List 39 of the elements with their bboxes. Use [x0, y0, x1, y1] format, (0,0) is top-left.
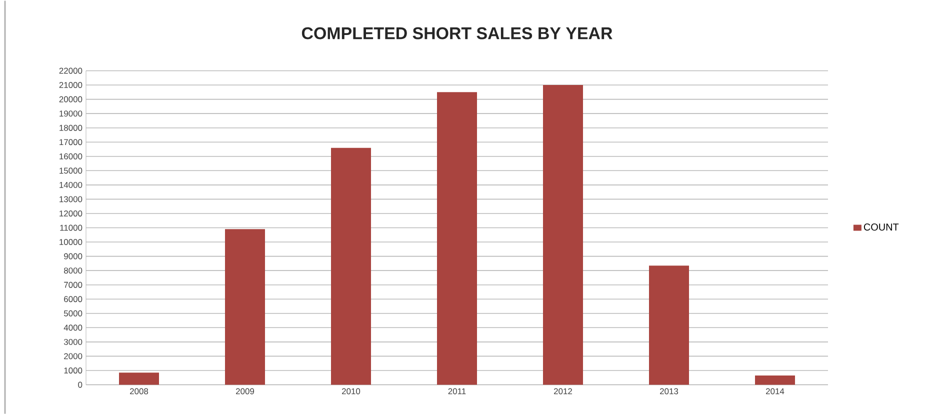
bar [225, 228, 265, 384]
y-tick-label: 18000 [60, 124, 82, 131]
bar [755, 375, 796, 384]
y-tick-label: 12000 [60, 210, 82, 216]
y-tick-label: 20000 [59, 96, 82, 102]
x-tick-label: 2009 [236, 388, 254, 394]
x-tick-label: 2011 [448, 388, 466, 394]
y-tick-label: 8000 [64, 267, 82, 274]
x-tick-label: 2012 [554, 388, 572, 394]
legend-label: COUNT [864, 223, 899, 230]
y-tick-label: 13000 [60, 196, 82, 202]
y-tick-label: 4000 [64, 324, 82, 330]
y-tick-label: 22000 [59, 68, 82, 74]
y-tick-label: 21000 [59, 82, 82, 88]
x-tick-label: 2014 [766, 388, 784, 394]
x-tick-label: 2010 [342, 388, 360, 394]
y-tick-label: 2000 [64, 352, 82, 359]
bar [331, 148, 371, 384]
bar [437, 92, 477, 384]
y-tick-label: 0 [78, 382, 82, 388]
y-tick-label: 10000 [60, 238, 82, 245]
bar [649, 265, 690, 384]
y-tick-label: 7000 [64, 282, 82, 288]
y-tick-label: 17000 [60, 138, 82, 145]
y-tick-label: 1000 [64, 367, 82, 374]
bar [543, 84, 583, 384]
x-tick-label: 2013 [660, 388, 678, 394]
y-tick-label: 9000 [64, 253, 82, 260]
y-tick-label: 6000 [64, 296, 82, 302]
y-tick-label: 16000 [60, 153, 82, 160]
y-tick-label: 15000 [60, 167, 82, 174]
x-tick-label: 2008 [130, 388, 148, 394]
bar [119, 372, 159, 384]
y-tick-label: 5000 [64, 310, 82, 316]
y-tick-label: 3000 [64, 338, 82, 345]
y-tick-label: 14000 [60, 182, 82, 188]
chart-title: COMPLETED SHORT SALES BY YEAR [302, 27, 612, 40]
y-tick-label: 11000 [60, 224, 82, 230]
y-tick-label: 19000 [60, 110, 82, 116]
